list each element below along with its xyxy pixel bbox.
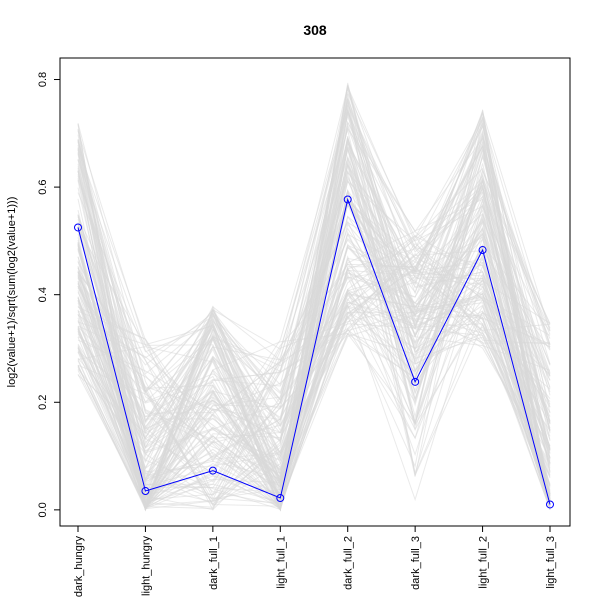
x-tick-label: dark_full_3 (410, 536, 422, 590)
y-tick-label: 0.0 (37, 502, 49, 517)
highlight-line (77, 197, 551, 505)
background-line (77, 82, 551, 512)
background-line (77, 144, 551, 501)
highlight-point (74, 223, 82, 232)
highlight-series-group (74, 195, 554, 509)
x-tick-label: dark_hungry (73, 536, 85, 598)
background-line (77, 116, 551, 502)
background-line (77, 116, 551, 503)
highlight-point (411, 377, 420, 386)
highlight-point (546, 500, 554, 509)
y-tick-label: 0.4 (37, 287, 49, 302)
chart-title: 308 (303, 22, 327, 38)
y-tick-label: 0.6 (37, 179, 49, 194)
background-line (77, 104, 551, 501)
background-line (77, 98, 551, 507)
highlight-point (478, 246, 487, 255)
y-axis: 0.0 0.2 0.4 0.6 0.8 (37, 72, 61, 518)
highlight-point (343, 195, 352, 204)
background-line (77, 186, 551, 457)
y-tick-label: 0.8 (37, 72, 49, 87)
x-tick-label: light_full_2 (478, 536, 490, 589)
background-line (77, 85, 551, 510)
background-line (77, 102, 551, 439)
background-line (77, 223, 551, 510)
highlight-point (141, 487, 150, 496)
background-line (77, 231, 551, 511)
background-line (77, 248, 551, 469)
background-line (77, 252, 551, 497)
highlight-point (208, 466, 217, 475)
x-tick-label: light_hungry (140, 536, 152, 596)
x-tick-label: light_full_3 (545, 536, 557, 589)
background-lines-group (77, 82, 551, 512)
x-axis: dark_hungry light_hungry dark_full_1 light_… (73, 525, 557, 598)
y-axis-label: log2(value+1)/sqrt(sum(log2(value+1))) (6, 197, 18, 388)
y-tick-label: 0.2 (37, 395, 49, 410)
highlight-point (276, 494, 285, 503)
background-line (77, 257, 551, 508)
background-line (77, 139, 551, 495)
background-line (77, 264, 551, 500)
background-line (77, 120, 551, 472)
background-line (77, 232, 551, 487)
background-line (77, 137, 551, 419)
x-tick-label: dark_full_2 (343, 536, 355, 590)
background-line (77, 117, 551, 509)
x-tick-label: dark_full_1 (208, 536, 220, 590)
background-line (77, 200, 551, 512)
x-tick-label: light_full_1 (275, 536, 287, 589)
background-line (77, 124, 551, 475)
background-line (77, 169, 551, 504)
